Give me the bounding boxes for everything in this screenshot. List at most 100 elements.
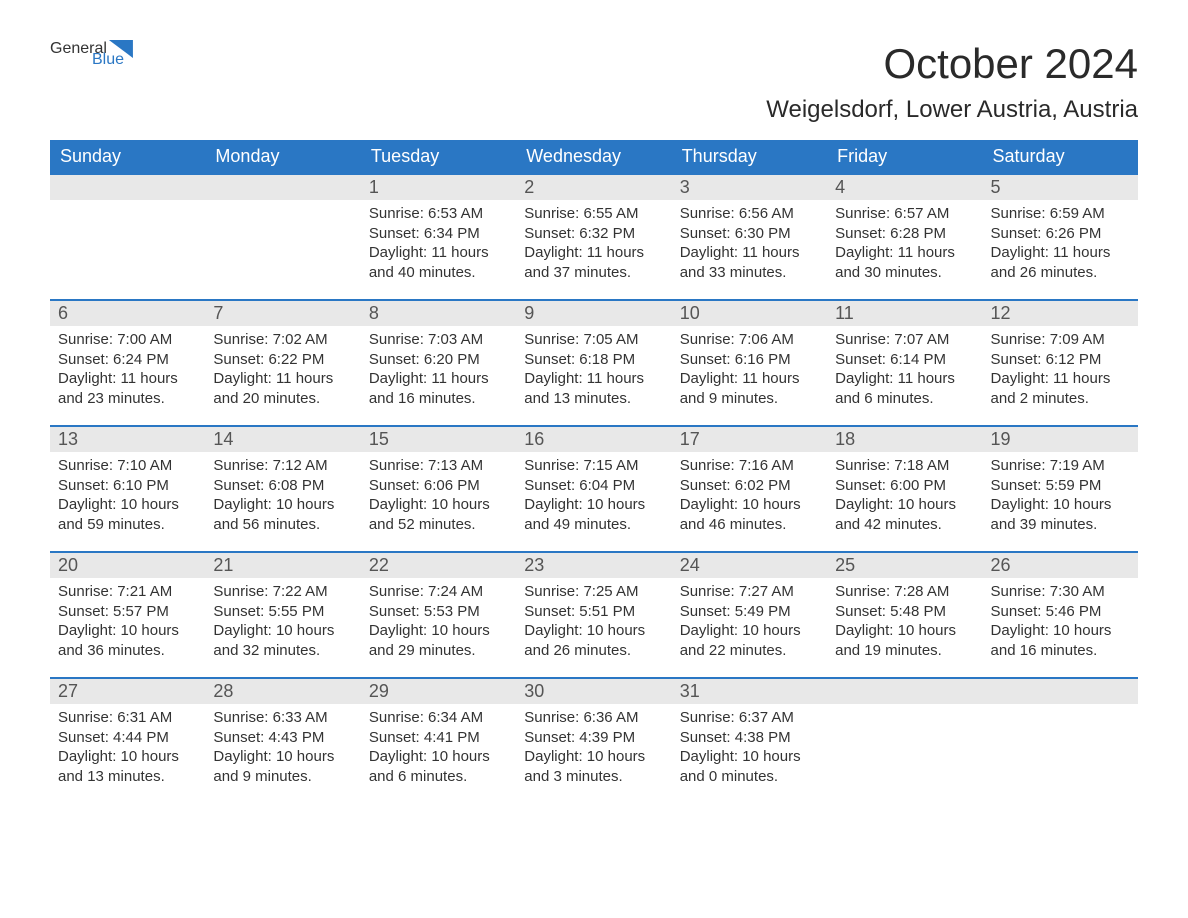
daylight-line: Daylight: 10 hours and 19 minutes. [835, 621, 974, 660]
sunset-line: Sunset: 5:57 PM [58, 602, 197, 622]
day-body: Sunrise: 7:22 AMSunset: 5:55 PMDaylight:… [205, 578, 360, 670]
day-cell: 29Sunrise: 6:34 AMSunset: 4:41 PMDayligh… [361, 679, 516, 803]
day-cell: 15Sunrise: 7:13 AMSunset: 6:06 PMDayligh… [361, 427, 516, 551]
daylight-line: Daylight: 10 hours and 6 minutes. [369, 747, 508, 786]
day-cell: 8Sunrise: 7:03 AMSunset: 6:20 PMDaylight… [361, 301, 516, 425]
daylight-line: Daylight: 11 hours and 30 minutes. [835, 243, 974, 282]
day-body: Sunrise: 6:33 AMSunset: 4:43 PMDaylight:… [205, 704, 360, 796]
sunrise-line: Sunrise: 7:00 AM [58, 330, 197, 350]
day-body: Sunrise: 6:36 AMSunset: 4:39 PMDaylight:… [516, 704, 671, 796]
day-body: Sunrise: 7:03 AMSunset: 6:20 PMDaylight:… [361, 326, 516, 418]
day-number: 9 [516, 301, 671, 326]
day-number: 1 [361, 175, 516, 200]
daylight-line: Daylight: 11 hours and 13 minutes. [524, 369, 663, 408]
day-body [983, 704, 1138, 718]
sunrise-line: Sunrise: 6:57 AM [835, 204, 974, 224]
day-cell: 31Sunrise: 6:37 AMSunset: 4:38 PMDayligh… [672, 679, 827, 803]
sunset-line: Sunset: 6:30 PM [680, 224, 819, 244]
day-body [205, 200, 360, 214]
day-cell: 24Sunrise: 7:27 AMSunset: 5:49 PMDayligh… [672, 553, 827, 677]
day-cell: 11Sunrise: 7:07 AMSunset: 6:14 PMDayligh… [827, 301, 982, 425]
day-number: 4 [827, 175, 982, 200]
daylight-line: Daylight: 10 hours and 36 minutes. [58, 621, 197, 660]
day-number: 22 [361, 553, 516, 578]
day-body: Sunrise: 7:05 AMSunset: 6:18 PMDaylight:… [516, 326, 671, 418]
sunset-line: Sunset: 6:24 PM [58, 350, 197, 370]
daylight-line: Daylight: 11 hours and 6 minutes. [835, 369, 974, 408]
daylight-line: Daylight: 10 hours and 22 minutes. [680, 621, 819, 660]
week-row: 20Sunrise: 7:21 AMSunset: 5:57 PMDayligh… [50, 551, 1138, 677]
sunrise-line: Sunrise: 6:53 AM [369, 204, 508, 224]
sunrise-line: Sunrise: 7:05 AM [524, 330, 663, 350]
sunset-line: Sunset: 5:53 PM [369, 602, 508, 622]
daylight-line: Daylight: 10 hours and 16 minutes. [991, 621, 1130, 660]
day-cell: 19Sunrise: 7:19 AMSunset: 5:59 PMDayligh… [983, 427, 1138, 551]
day-header: Friday [827, 140, 982, 173]
day-cell: 21Sunrise: 7:22 AMSunset: 5:55 PMDayligh… [205, 553, 360, 677]
day-cell: 5Sunrise: 6:59 AMSunset: 6:26 PMDaylight… [983, 175, 1138, 299]
sunrise-line: Sunrise: 7:22 AM [213, 582, 352, 602]
sunrise-line: Sunrise: 7:24 AM [369, 582, 508, 602]
day-number: 2 [516, 175, 671, 200]
day-cell [983, 679, 1138, 803]
day-cell: 3Sunrise: 6:56 AMSunset: 6:30 PMDaylight… [672, 175, 827, 299]
weeks-container: 1Sunrise: 6:53 AMSunset: 6:34 PMDaylight… [50, 173, 1138, 803]
daylight-line: Daylight: 11 hours and 23 minutes. [58, 369, 197, 408]
day-cell [827, 679, 982, 803]
sunrise-line: Sunrise: 7:21 AM [58, 582, 197, 602]
day-cell: 1Sunrise: 6:53 AMSunset: 6:34 PMDaylight… [361, 175, 516, 299]
day-body: Sunrise: 6:55 AMSunset: 6:32 PMDaylight:… [516, 200, 671, 292]
day-header: Sunday [50, 140, 205, 173]
day-number: 21 [205, 553, 360, 578]
sunrise-line: Sunrise: 7:28 AM [835, 582, 974, 602]
sunset-line: Sunset: 6:00 PM [835, 476, 974, 496]
day-cell: 20 Sunrise: 7:21 AMSunset: 5:57 PMDayligh… [50, 553, 205, 677]
daylight-line: Daylight: 10 hours and 39 minutes. [991, 495, 1130, 534]
day-body: Sunrise: 6:53 AMSunset: 6:34 PMDaylight:… [361, 200, 516, 292]
brand-word-2: Blue [92, 52, 133, 68]
sunrise-line: Sunrise: 7:19 AM [991, 456, 1130, 476]
day-number [50, 175, 205, 200]
day-cell: 2Sunrise: 6:55 AMSunset: 6:32 PMDaylight… [516, 175, 671, 299]
day-cell: 9Sunrise: 7:05 AMSunset: 6:18 PMDaylight… [516, 301, 671, 425]
day-number: 20 [50, 553, 205, 578]
daylight-line: Daylight: 10 hours and 0 minutes. [680, 747, 819, 786]
day-number: 5 [983, 175, 1138, 200]
calendar: SundayMondayTuesdayWednesdayThursdayFrid… [50, 140, 1138, 803]
sunrise-line: Sunrise: 7:07 AM [835, 330, 974, 350]
day-body: Sunrise: 6:37 AMSunset: 4:38 PMDaylight:… [672, 704, 827, 796]
sunset-line: Sunset: 6:10 PM [58, 476, 197, 496]
sunset-line: Sunset: 6:26 PM [991, 224, 1130, 244]
sunset-line: Sunset: 5:49 PM [680, 602, 819, 622]
day-body: Sunrise: 6:34 AMSunset: 4:41 PMDaylight:… [361, 704, 516, 796]
day-number: 12 [983, 301, 1138, 326]
day-number: 16 [516, 427, 671, 452]
sunset-line: Sunset: 6:08 PM [213, 476, 352, 496]
daylight-line: Daylight: 10 hours and 29 minutes. [369, 621, 508, 660]
day-number: 23 [516, 553, 671, 578]
sunset-line: Sunset: 4:44 PM [58, 728, 197, 748]
day-number: 7 [205, 301, 360, 326]
sunrise-line: Sunrise: 6:33 AM [213, 708, 352, 728]
day-body: Sunrise: 7:00 AMSunset: 6:24 PMDaylight:… [50, 326, 205, 418]
day-body: Sunrise: 6:56 AMSunset: 6:30 PMDaylight:… [672, 200, 827, 292]
day-cell: 13Sunrise: 7:10 AMSunset: 6:10 PMDayligh… [50, 427, 205, 551]
sunrise-line: Sunrise: 7:09 AM [991, 330, 1130, 350]
day-number: 14 [205, 427, 360, 452]
day-number: 26 [983, 553, 1138, 578]
day-number [827, 679, 982, 704]
brand-logo: General Blue [50, 40, 133, 68]
sunset-line: Sunset: 6:20 PM [369, 350, 508, 370]
week-row: 1Sunrise: 6:53 AMSunset: 6:34 PMDaylight… [50, 173, 1138, 299]
day-number: 27 [50, 679, 205, 704]
day-number: 18 [827, 427, 982, 452]
daylight-line: Daylight: 10 hours and 49 minutes. [524, 495, 663, 534]
sunrise-line: Sunrise: 6:31 AM [58, 708, 197, 728]
daylight-line: Daylight: 11 hours and 26 minutes. [991, 243, 1130, 282]
daylight-line: Daylight: 10 hours and 3 minutes. [524, 747, 663, 786]
sunset-line: Sunset: 5:48 PM [835, 602, 974, 622]
day-body: Sunrise: 7:10 AMSunset: 6:10 PMDaylight:… [50, 452, 205, 544]
week-row: 13Sunrise: 7:10 AMSunset: 6:10 PMDayligh… [50, 425, 1138, 551]
day-number: 3 [672, 175, 827, 200]
day-body: Sunrise: 7:12 AMSunset: 6:08 PMDaylight:… [205, 452, 360, 544]
